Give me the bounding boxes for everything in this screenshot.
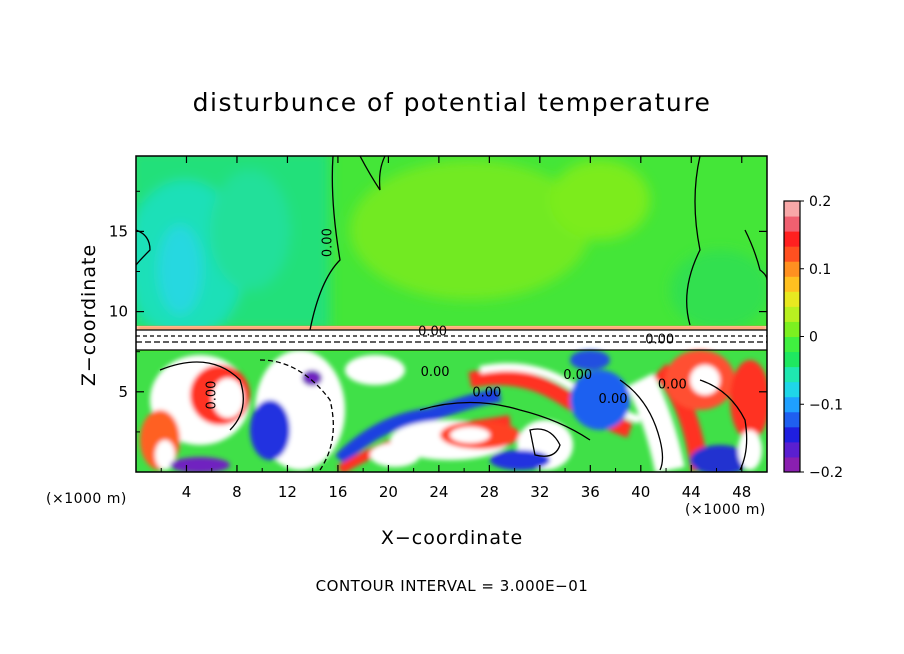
colorbar-segment [784,276,800,292]
contour-label: 0.00 [421,365,450,380]
y-axis-ticks: 5 10 15 [109,190,767,433]
contour-label: 0.00 [599,392,628,407]
x-tick-label: 20 [379,483,398,501]
colorbar-segment [784,381,800,398]
colorbar-segment [784,411,800,428]
x-tick-label: 16 [328,483,347,501]
x-tick-label: 8 [232,483,242,501]
y-tick-label: 10 [109,303,128,321]
x-unit-label-right: (×1000 m) [685,502,766,518]
colorbar-segment [784,441,800,458]
x-tick-label: 12 [278,483,297,501]
colorbar-segment [784,201,800,217]
contour-label: 0.00 [658,378,687,393]
colorbar-segment [784,261,800,277]
colorbar-tick-label: −0.2 [809,465,843,481]
colorbar-segment [784,306,800,322]
x-axis-ticks: 4 8 12 16 20 24 28 32 36 40 44 48 [160,156,751,501]
contour-label: 0.00 [472,386,501,401]
x-tick-label: 40 [631,483,650,501]
x-tick-label: 4 [182,483,192,501]
colorbar-segment [784,231,800,247]
colorbar: 0.2 0.1 0 −0.1 −0.2 [783,194,843,481]
colorbar-segment [784,426,800,443]
colorbar-segment [784,216,800,232]
x-unit-label-left: (×1000 m) [46,491,127,507]
contour-labels: 0.00 0.00 0.00 0.00 0.00 0.00 0.00 0.00 0.00 [205,228,687,409]
contour-label: 0.00 [645,333,674,348]
colorbar-segment [784,336,800,353]
colorbar-segment [784,396,800,413]
x-tick-label: 24 [429,483,448,501]
x-tick-label: 44 [682,483,701,501]
colorbar-segment [784,351,800,368]
contour-label: 0.00 [205,381,220,410]
x-tick-label: 28 [480,483,499,501]
contour-label: 0.00 [321,228,336,257]
colorbar-segment [784,321,800,337]
plot-frame [135,155,768,473]
contour-label: 0.00 [563,368,592,383]
contour-interval-note: CONTOUR INTERVAL = 3.000E−01 [315,577,589,595]
colorbar-segment [784,366,800,383]
x-tick-label: 32 [530,483,549,501]
colorbar-segment [784,246,800,262]
colorbar-tick-label: 0 [809,330,818,346]
x-axis-label: X−coordinate [380,527,524,549]
colorbar-tick-label: −0.1 [809,397,843,413]
y-tick-label: 5 [118,383,128,401]
colorbar-segment [784,291,800,307]
x-tick-label: 48 [732,483,751,501]
contour-label: 0.00 [418,325,447,340]
heatmap-field: 0.00 0.00 0.00 0.00 0.00 0.00 0.00 0.00 0.00 [136,156,767,472]
x-tick-label: 36 [581,483,600,501]
colorbar-tick-label: 0.2 [809,194,831,210]
colorbar-segment [784,456,800,473]
y-tick-label: 15 [109,222,128,240]
chart-title: disturbunce of potential temperature [192,88,712,117]
colorbar-tick-label: 0.1 [809,262,831,278]
